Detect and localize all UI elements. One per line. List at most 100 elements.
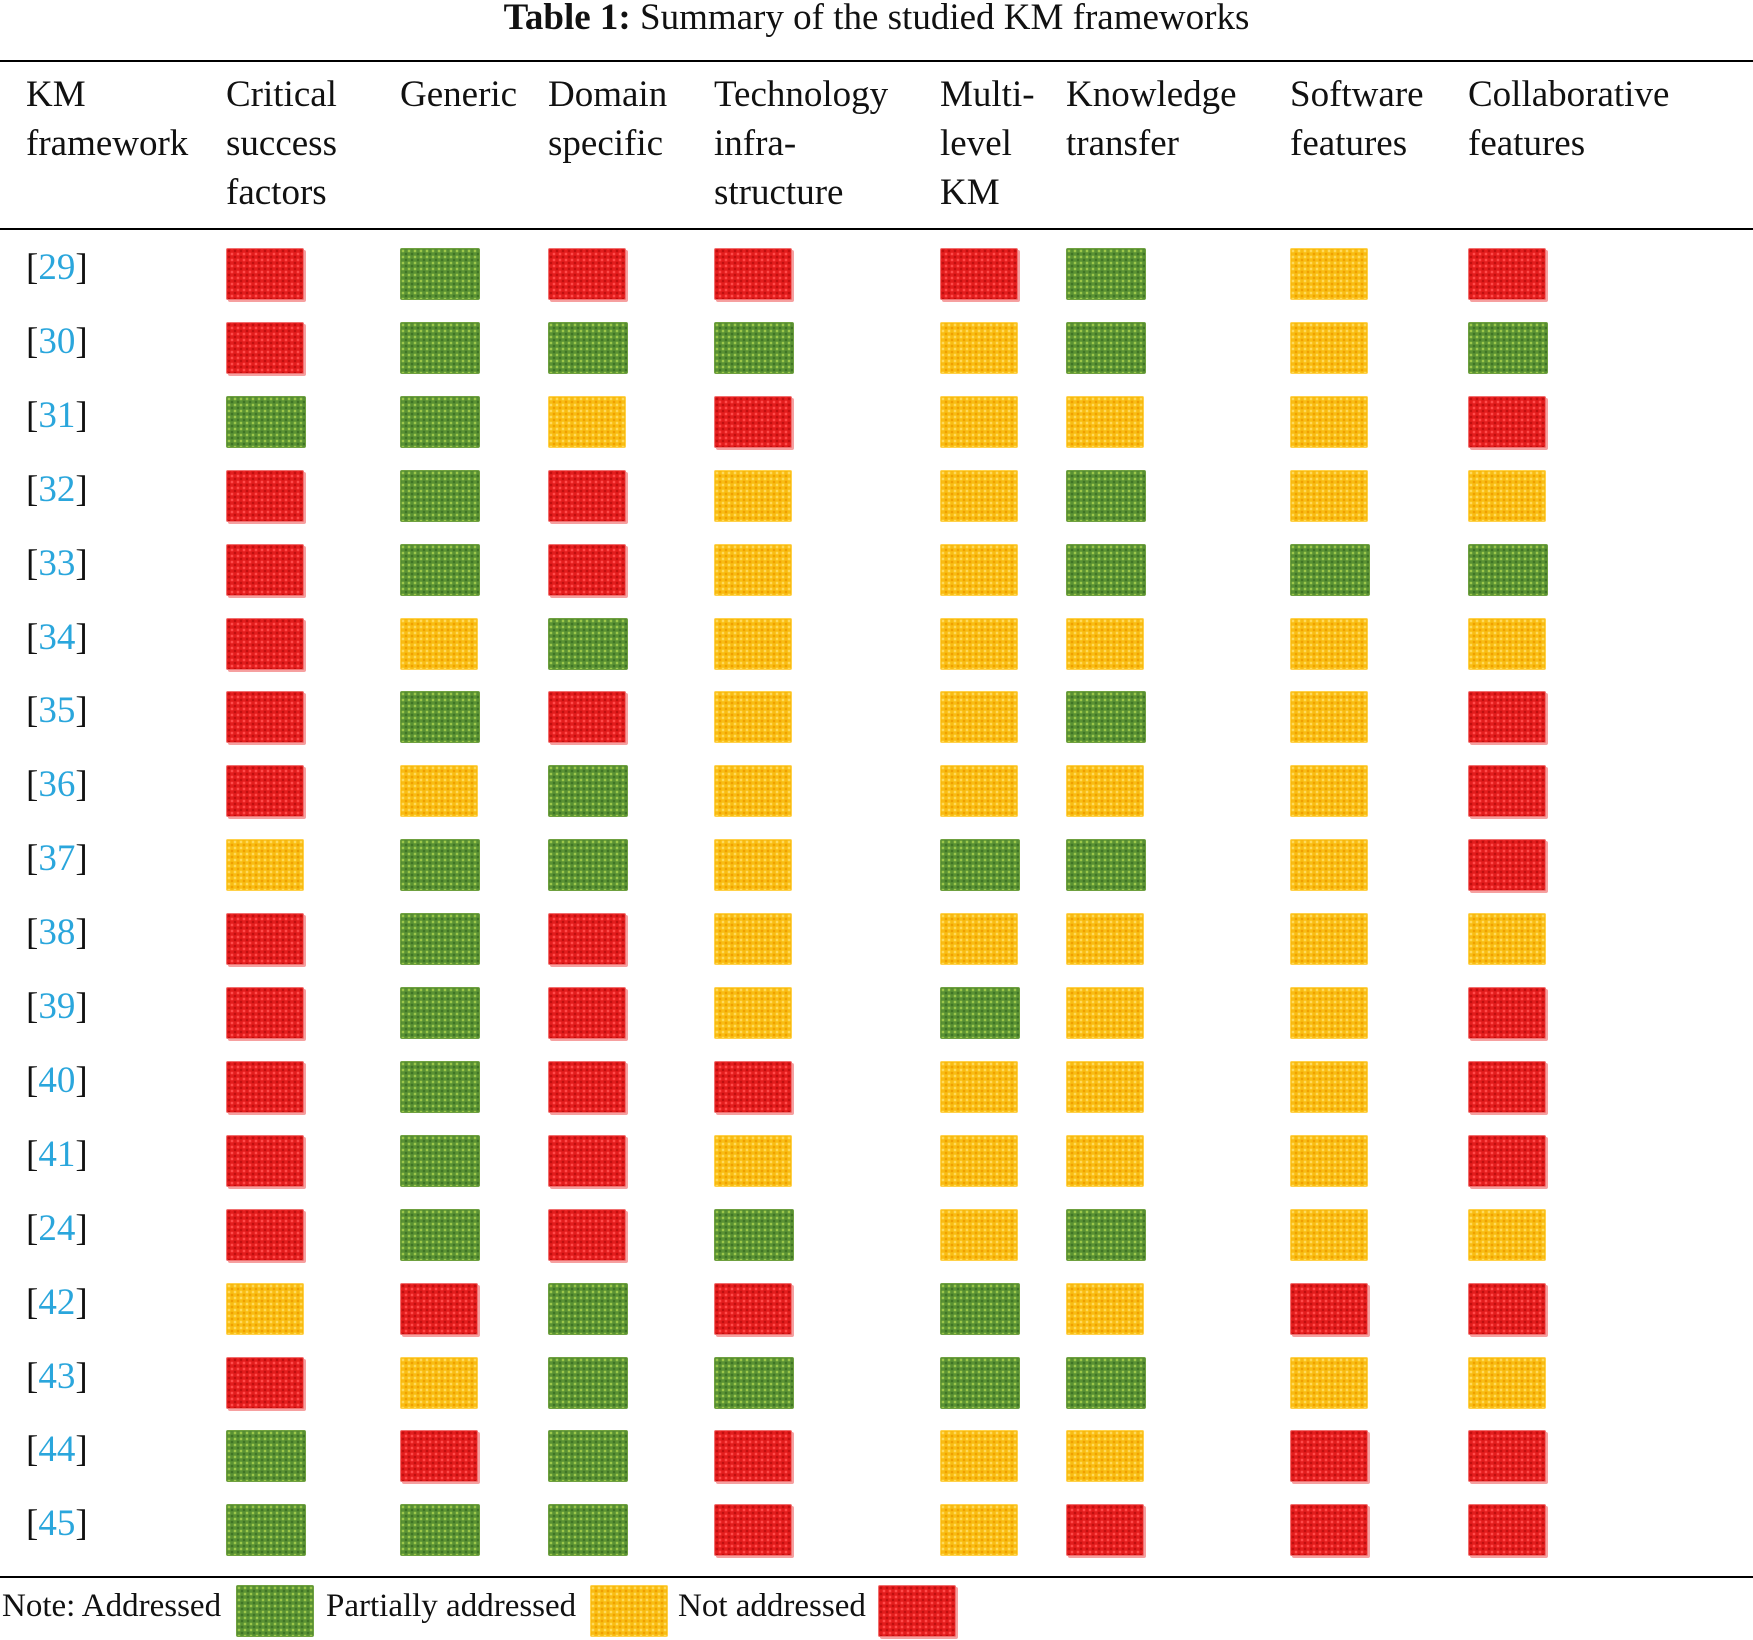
status-swatch-not xyxy=(1468,1061,1546,1113)
status-swatch-partial xyxy=(714,839,792,891)
status-swatch-partial xyxy=(1468,1209,1546,1261)
citation-link[interactable]: 39 xyxy=(38,986,76,1027)
column-header-line: KM xyxy=(940,172,1000,213)
status-swatch-addressed xyxy=(548,839,628,891)
status-swatch-not xyxy=(548,913,626,965)
column-header-5: Multi-level KM xyxy=(940,70,1035,217)
citation-link[interactable]: 43 xyxy=(38,1356,76,1397)
status-swatch-partial xyxy=(1290,618,1368,670)
citation-link[interactable]: 45 xyxy=(38,1503,76,1544)
status-swatch-addressed xyxy=(400,839,480,891)
status-swatch-not xyxy=(226,913,304,965)
row-reference: [43] xyxy=(26,1356,88,1397)
status-swatch-not xyxy=(226,470,304,522)
citation-link[interactable]: 36 xyxy=(38,764,76,805)
column-header-line: Domain xyxy=(548,74,668,115)
status-swatch-partial xyxy=(1290,839,1368,891)
status-swatch-addressed xyxy=(226,1504,306,1556)
status-swatch-addressed xyxy=(400,248,480,300)
citation-link[interactable]: 41 xyxy=(38,1134,76,1175)
citation-link[interactable]: 29 xyxy=(38,247,76,288)
status-swatch-not xyxy=(548,248,626,300)
caption-text: Summary of the studied KM frameworks xyxy=(640,0,1250,38)
status-swatch-addressed xyxy=(548,1283,628,1335)
status-swatch-not xyxy=(1468,1430,1546,1482)
status-swatch-addressed xyxy=(1066,839,1146,891)
status-swatch-not xyxy=(714,1504,792,1556)
citation-link[interactable]: 35 xyxy=(38,690,76,731)
status-swatch-partial xyxy=(1468,913,1546,965)
status-swatch-partial xyxy=(940,1061,1018,1113)
row-reference: [29] xyxy=(26,247,88,288)
status-swatch-partial xyxy=(1066,1430,1144,1482)
citation-link[interactable]: 40 xyxy=(38,1060,76,1101)
citation-link[interactable]: 42 xyxy=(38,1282,76,1323)
status-swatch-partial xyxy=(1290,396,1368,448)
status-swatch-addressed xyxy=(940,987,1020,1039)
status-swatch-not xyxy=(1468,987,1546,1039)
column-header-line: infra- xyxy=(714,123,797,164)
status-swatch-partial xyxy=(1066,765,1144,817)
status-swatch-not xyxy=(548,1209,626,1261)
column-header-line: Knowledge xyxy=(1066,74,1237,115)
status-swatch-not xyxy=(548,470,626,522)
status-swatch-not xyxy=(400,1430,478,1482)
status-swatch-addressed xyxy=(548,322,628,374)
status-swatch-partial xyxy=(940,618,1018,670)
citation-link[interactable]: 38 xyxy=(38,912,76,953)
status-swatch-addressed xyxy=(1468,322,1548,374)
citation-link[interactable]: 44 xyxy=(38,1429,76,1470)
row-reference: [36] xyxy=(26,764,88,805)
legend-partial-swatch xyxy=(590,1585,668,1637)
status-swatch-addressed xyxy=(1066,322,1146,374)
citation-link[interactable]: 24 xyxy=(38,1208,76,1249)
citation-link[interactable]: 32 xyxy=(38,469,76,510)
status-swatch-addressed xyxy=(940,839,1020,891)
status-swatch-partial xyxy=(1066,987,1144,1039)
citation-link[interactable]: 37 xyxy=(38,838,76,879)
row-reference: [39] xyxy=(26,986,88,1027)
status-swatch-addressed xyxy=(548,1504,628,1556)
status-swatch-addressed xyxy=(714,1357,794,1409)
status-swatch-partial xyxy=(226,839,304,891)
status-swatch-addressed xyxy=(400,691,480,743)
status-swatch-addressed xyxy=(1066,248,1146,300)
status-swatch-addressed xyxy=(400,1061,480,1113)
status-swatch-partial xyxy=(1290,765,1368,817)
note-partial-label: Partially addressed xyxy=(326,1588,577,1624)
column-header-1: Critical success factors xyxy=(226,70,337,217)
status-swatch-addressed xyxy=(400,913,480,965)
citation-link[interactable]: 30 xyxy=(38,321,76,362)
status-swatch-addressed xyxy=(1066,544,1146,596)
citation-link[interactable]: 33 xyxy=(38,543,76,584)
status-swatch-addressed xyxy=(226,396,306,448)
status-swatch-partial xyxy=(714,691,792,743)
status-swatch-not xyxy=(1468,1283,1546,1335)
status-swatch-addressed xyxy=(400,544,480,596)
status-swatch-partial xyxy=(1290,691,1368,743)
status-swatch-not xyxy=(1468,839,1546,891)
status-swatch-partial xyxy=(400,618,478,670)
status-swatch-addressed xyxy=(1290,544,1370,596)
status-swatch-addressed xyxy=(1066,1209,1146,1261)
status-swatch-partial xyxy=(940,470,1018,522)
status-swatch-addressed xyxy=(1468,544,1548,596)
status-swatch-not xyxy=(1468,1135,1546,1187)
citation-link[interactable]: 34 xyxy=(38,617,76,658)
status-swatch-partial xyxy=(940,1135,1018,1187)
column-header-line: framework xyxy=(26,123,189,164)
status-swatch-partial xyxy=(714,618,792,670)
column-header-line: structure xyxy=(714,172,844,213)
status-swatch-partial xyxy=(940,1209,1018,1261)
status-swatch-not xyxy=(1468,396,1546,448)
status-swatch-not xyxy=(714,1430,792,1482)
bottom-rule xyxy=(0,1576,1753,1578)
row-reference: [34] xyxy=(26,617,88,658)
status-swatch-partial xyxy=(940,322,1018,374)
status-swatch-not xyxy=(226,1061,304,1113)
citation-link[interactable]: 31 xyxy=(38,395,76,436)
row-reference: [32] xyxy=(26,469,88,510)
status-swatch-addressed xyxy=(1066,470,1146,522)
row-reference: [30] xyxy=(26,321,88,362)
legend-not-swatch xyxy=(878,1585,956,1637)
